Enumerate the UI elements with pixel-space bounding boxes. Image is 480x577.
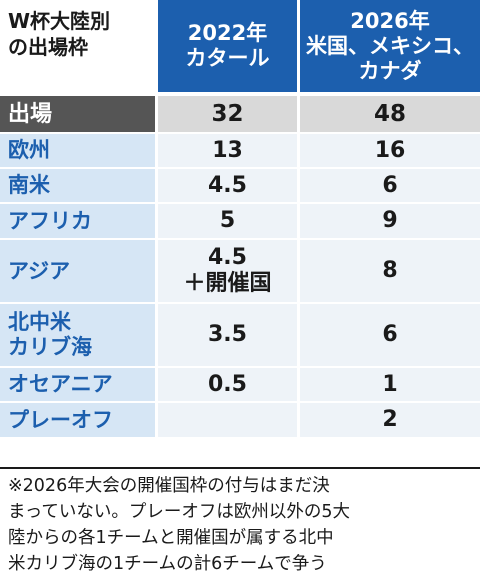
- title-line-1: W杯大陸別: [8, 9, 111, 33]
- value-2026-text: 16: [375, 138, 406, 164]
- value-2022-cell: 13: [158, 134, 300, 167]
- value-2026-text: 1: [382, 372, 397, 398]
- region-label-cell: 北中米 カリブ海: [0, 304, 158, 366]
- region-label-cell: オセアニア: [0, 368, 158, 401]
- value-2022-text: 4.5: [208, 173, 247, 199]
- value-2022-text: 0.5: [208, 372, 247, 398]
- value-2026-line: 2: [382, 407, 398, 432]
- value-2022-line: 13: [212, 137, 243, 163]
- value-2022-cell: [158, 403, 300, 437]
- table-row: オセアニア 0.5 1: [0, 368, 480, 403]
- column-header-2022-host: カタール: [185, 46, 270, 70]
- region-label-line: 北中米: [8, 310, 71, 334]
- value-2022-cell: 4.5: [158, 169, 300, 202]
- region-label-line: アジア: [8, 258, 71, 283]
- value-2022-line: 4.5: [208, 172, 247, 198]
- value-2026-text: 6: [382, 173, 397, 199]
- column-header-2026-host-2: カナダ: [358, 58, 422, 83]
- footnote-line-4: 米カリブ海の1チームの計6チームで争う: [8, 554, 327, 574]
- column-header-2022: 2022年 カタール: [158, 0, 300, 92]
- region-label-cell: アジア: [0, 240, 158, 302]
- region-label-text: 出場: [8, 102, 52, 127]
- region-label-text: 欧州: [8, 138, 50, 163]
- column-header-2026-host-1: 米国、メキシコ、: [306, 33, 474, 58]
- value-2026-line: 48: [373, 101, 406, 127]
- table-row: 欧州 13 16: [0, 134, 480, 169]
- footnote: ※2026年大会の開催国枠の付与はまだ決 まっていない。プレーオフは欧州以外の5…: [0, 467, 480, 575]
- value-2026-line: 8: [382, 258, 398, 283]
- value-2026-line: 9: [382, 208, 398, 233]
- column-header-2022-year: 2022年: [187, 21, 268, 45]
- region-label-line: 出場: [8, 101, 53, 127]
- value-2022-line: ＋開催国: [183, 271, 272, 296]
- footnote-line-1: ※2026年大会の開催国枠の付与はまだ決: [8, 476, 330, 496]
- value-2022-text: 32: [211, 101, 243, 127]
- value-2022-line: 5: [219, 208, 236, 233]
- value-2022-text: 3.5: [208, 322, 247, 348]
- table-row: 南米 4.5 6: [0, 169, 480, 204]
- value-2026-line: 6: [382, 172, 398, 198]
- region-label-line: オセアニア: [8, 372, 113, 396]
- region-label-cell: アフリカ: [0, 204, 158, 238]
- title-line-2: の出場枠: [8, 35, 88, 59]
- region-label-text: オセアニア: [8, 372, 113, 397]
- value-2026-line: 6: [382, 322, 398, 347]
- column-header-2026: 2026年 米国、メキシコ、 カナダ: [300, 0, 480, 92]
- value-2022-line: 4.5: [208, 245, 247, 270]
- region-label-line: 欧州: [8, 138, 50, 162]
- footnote-line-3: 陸からの各1チームと開催国が属する北中: [8, 528, 334, 548]
- value-2026-cell: 8: [300, 240, 480, 302]
- region-label-line: プレーオフ: [8, 407, 113, 432]
- value-2026-cell: 9: [300, 204, 480, 238]
- table-row: アフリカ 5 9: [0, 204, 480, 240]
- region-label-cell: 出場: [0, 96, 158, 132]
- region-label-text: 南米: [8, 173, 50, 198]
- value-2026-cell: 1: [300, 368, 480, 401]
- region-label-text: プレーオフ: [8, 408, 113, 433]
- value-2022-cell: 3.5: [158, 304, 300, 366]
- value-2022-cell: 0.5: [158, 368, 300, 401]
- value-2026-line: 1: [382, 371, 398, 397]
- value-2026-line: 16: [374, 137, 406, 163]
- value-2026-cell: 6: [300, 304, 480, 366]
- value-2026-cell: 6: [300, 169, 480, 202]
- region-label-cell: プレーオフ: [0, 403, 158, 437]
- region-label-text: アジア: [8, 259, 70, 284]
- value-2022-text: 5: [220, 208, 235, 234]
- value-2022-line: 0.5: [208, 371, 247, 397]
- value-2022-line: 3.5: [208, 322, 247, 347]
- value-2026-text: 2: [382, 407, 397, 433]
- value-2022-text: 4.5 ＋開催国: [183, 245, 271, 297]
- value-2022-cell: 4.5 ＋開催国: [158, 240, 300, 302]
- table-row: プレーオフ 2: [0, 403, 480, 439]
- value-2026-text: 6: [382, 322, 397, 348]
- value-2026-cell: 2: [300, 403, 480, 437]
- region-label-line: 南米: [8, 173, 50, 197]
- region-label-cell: 南米: [0, 169, 158, 202]
- region-label-line: アフリカ: [8, 208, 92, 233]
- region-label-cell: 欧州: [0, 134, 158, 167]
- value-2022-text: 13: [212, 138, 243, 164]
- value-2022-cell: 32: [158, 96, 300, 132]
- region-label-line: カリブ海: [8, 335, 92, 359]
- column-header-2026-year: 2026年: [350, 8, 430, 33]
- region-label-text: 北中米 カリブ海: [8, 310, 92, 360]
- footnote-line-2: まっていない。プレーオフは欧州以外の5大: [8, 502, 351, 522]
- region-label-text: アフリカ: [8, 209, 92, 234]
- table-title: W杯大陸別 の出場枠: [0, 0, 158, 92]
- value-2022-line: 32: [211, 101, 244, 127]
- total-row: 出場 32 48: [0, 96, 480, 134]
- value-2026-text: 48: [374, 101, 406, 127]
- value-2026-cell: 16: [300, 134, 480, 167]
- value-2022-cell: 5: [158, 204, 300, 238]
- table-row: 北中米 カリブ海 3.5 6: [0, 304, 480, 368]
- value-2026-cell: 48: [300, 96, 480, 132]
- value-2026-text: 9: [382, 208, 397, 234]
- table-row: アジア 4.5 ＋開催国 8: [0, 240, 480, 304]
- value-2026-text: 8: [382, 258, 397, 284]
